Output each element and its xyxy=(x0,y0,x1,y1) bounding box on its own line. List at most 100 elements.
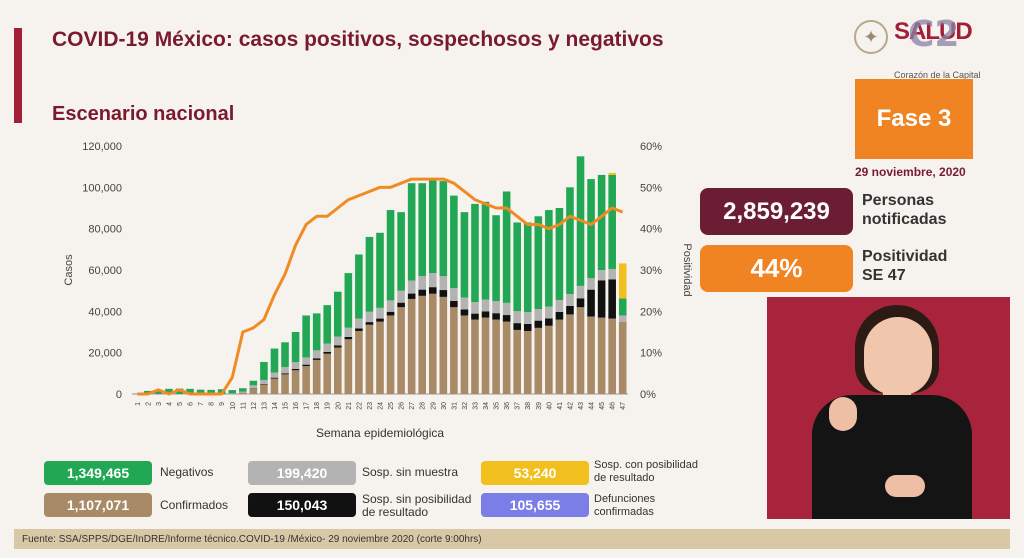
positivity-label: Positividad SE 47 xyxy=(862,248,948,284)
x-tick-label: 10 xyxy=(230,402,237,410)
bar-segment xyxy=(471,319,479,394)
bar-segment xyxy=(545,306,553,319)
y-tick-label: 20,000 xyxy=(88,348,122,360)
bar-segment xyxy=(355,328,363,331)
bar-segment xyxy=(312,350,321,359)
x-tick-label: 44 xyxy=(589,402,596,410)
bar-segment xyxy=(333,345,342,348)
bar-segment xyxy=(502,321,511,394)
bar-segment xyxy=(450,288,458,301)
bar-segment xyxy=(460,212,469,298)
bar-segment xyxy=(196,389,205,394)
bar-segment xyxy=(344,273,353,328)
legend-sin-muestra-label: Sosp. sin muestra xyxy=(362,465,459,479)
bar-segment xyxy=(397,212,405,291)
x-tick-label: 25 xyxy=(388,402,395,410)
bar-segment xyxy=(587,179,595,279)
x-tick-label: 35 xyxy=(494,402,501,410)
x-axis-label: Semana epidemiológica xyxy=(316,426,444,440)
x-tick-label: 18 xyxy=(314,402,321,410)
interpreter-hand xyxy=(829,397,857,431)
bar-segment xyxy=(471,313,479,320)
x-tick-label: 14 xyxy=(272,402,279,410)
legend-con-posibilidad-value: 53,240 xyxy=(481,461,589,485)
bar-segment xyxy=(365,236,374,312)
bar-segment xyxy=(228,390,237,394)
y2-tick-label: 60% xyxy=(640,141,662,153)
page-subtitle: Escenario nacional xyxy=(52,103,235,125)
bar-segment xyxy=(566,293,574,306)
bar-segment xyxy=(291,368,300,371)
bar-segment xyxy=(513,323,521,330)
bar-segment xyxy=(344,339,353,394)
y-tick-label: 80,000 xyxy=(88,224,122,236)
bar-segment xyxy=(154,389,163,394)
bar-segment xyxy=(270,372,279,378)
bar-segment xyxy=(450,301,458,308)
bar-segment xyxy=(587,289,595,317)
y-tick-label: 40,000 xyxy=(88,306,122,318)
bar-segment xyxy=(608,279,616,319)
x-tick-label: 24 xyxy=(378,402,385,410)
bar-segment xyxy=(355,330,363,394)
bar-segment xyxy=(186,388,194,394)
bar-segment xyxy=(249,388,258,394)
y2-axis-label: Positividad xyxy=(681,243,693,296)
bar-segment xyxy=(492,313,500,320)
legend-sin-posibilidad-label: Sosp. sin posibilidad de resultado xyxy=(362,492,472,519)
bar-segment xyxy=(534,309,543,321)
bar-segment xyxy=(587,278,595,290)
x-tick-label: 4 xyxy=(166,402,173,406)
x-tick-label: 20 xyxy=(335,402,342,410)
bar-segment xyxy=(502,315,511,322)
bar-segment xyxy=(333,291,342,337)
x-tick-label: 15 xyxy=(283,402,290,410)
bar-segment xyxy=(481,299,490,312)
bar-segment xyxy=(481,201,490,300)
y2-tick-label: 30% xyxy=(640,265,662,277)
x-tick-label: 45 xyxy=(599,402,606,410)
source-footer: Fuente: SSA/SPPS/DGE/InDRE/Informe técni… xyxy=(14,529,1010,549)
bar-segment xyxy=(323,351,332,354)
x-tick-label: 37 xyxy=(515,402,522,410)
bar-segment xyxy=(376,307,384,319)
legend-confirmados-value: 1,107,071 xyxy=(44,493,152,517)
bar-segment xyxy=(618,298,627,316)
bar-segment xyxy=(407,280,416,294)
bar-segment xyxy=(397,302,405,308)
legend-negativos-label: Negativos xyxy=(160,465,214,479)
bar-segment xyxy=(281,342,289,368)
x-tick-label: 21 xyxy=(346,402,353,410)
x-tick-label: 43 xyxy=(578,402,585,410)
bar-segment xyxy=(428,293,437,394)
phase-badge: Fase 3 xyxy=(855,79,973,159)
accent-band xyxy=(14,28,22,123)
logo: ✦ SALUD C2 Corazón de la Capital xyxy=(850,14,1020,84)
x-tick-label: 8 xyxy=(209,402,216,406)
bar-segment xyxy=(460,297,469,310)
x-tick-label: 13 xyxy=(261,402,268,410)
x-tick-label: 11 xyxy=(240,402,247,409)
bar-segment xyxy=(481,317,490,394)
bar-segment xyxy=(566,187,574,294)
bar-segment xyxy=(302,315,310,358)
bar-segment xyxy=(407,298,416,394)
bar-segment xyxy=(323,343,332,352)
bar-segment xyxy=(608,268,616,280)
bar-segment xyxy=(502,302,511,316)
bar-segment xyxy=(323,305,332,344)
bar-segment xyxy=(239,392,247,394)
bar-segment xyxy=(576,298,585,308)
logo-channel: C2 xyxy=(908,14,960,55)
bar-segment xyxy=(545,318,553,326)
y-tick-label: 60,000 xyxy=(88,265,122,277)
x-tick-label: 27 xyxy=(409,402,416,410)
bar-segment xyxy=(439,276,448,291)
bar-segment xyxy=(428,287,437,294)
legend-sin-posibilidad-value: 150,043 xyxy=(248,493,356,517)
bar-segment xyxy=(365,311,374,323)
bar-segment xyxy=(291,362,300,369)
bar-segment xyxy=(597,270,606,281)
bar-segment xyxy=(407,293,416,299)
